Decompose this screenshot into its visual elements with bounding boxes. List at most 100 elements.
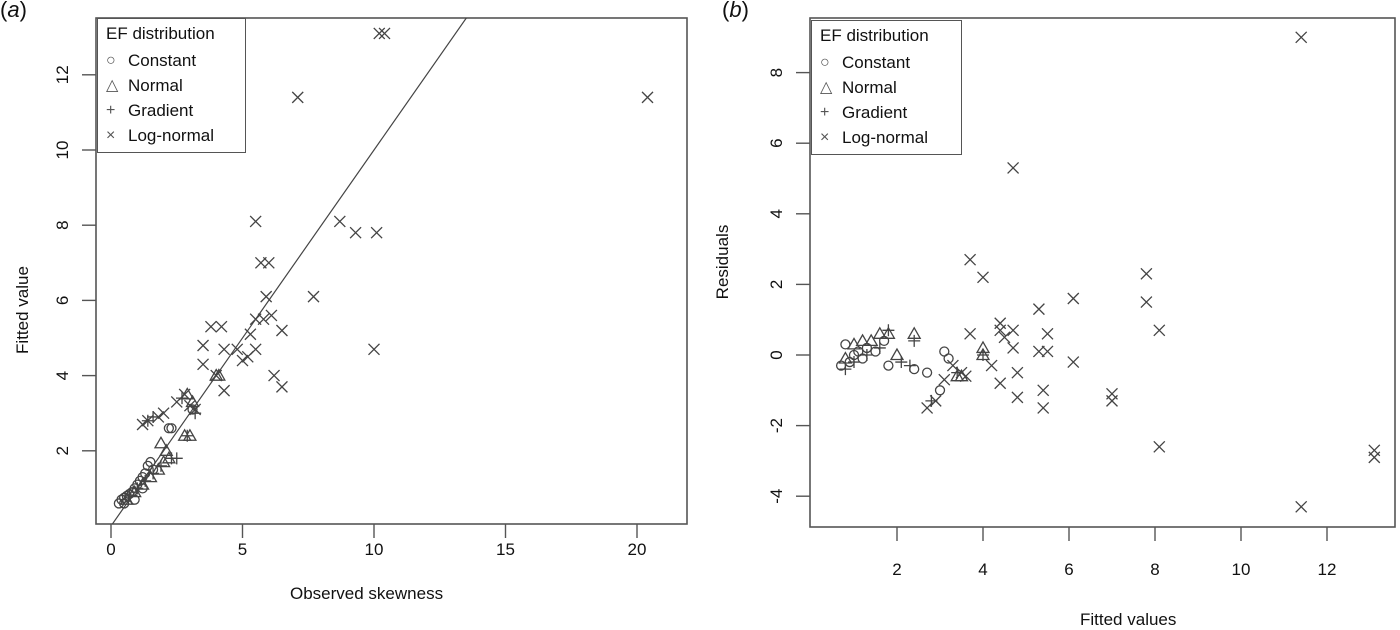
plus-marker (139, 474, 152, 487)
y-tick-label: 4 (53, 371, 72, 380)
legend-label: Constant (128, 51, 197, 70)
circle-marker (943, 353, 954, 364)
circle-icon: ○ (820, 54, 830, 71)
cross-marker (291, 91, 304, 104)
cross-marker (964, 253, 977, 266)
x-tick-label: 6 (1064, 560, 1073, 579)
cross-marker (921, 401, 934, 414)
plus-marker (176, 392, 189, 405)
legend-label: Constant (842, 53, 911, 72)
cross-marker (1140, 296, 1153, 309)
y-tick-label: 6 (767, 138, 786, 147)
plus-marker (839, 363, 852, 376)
cross-marker (215, 320, 228, 333)
cross-marker (197, 339, 210, 352)
cross-marker (1007, 341, 1020, 354)
plus-marker (154, 459, 167, 472)
legend-item-constant: ○ Constant (106, 48, 237, 73)
cross-marker (244, 328, 257, 341)
cross-marker (141, 414, 154, 427)
cross-marker (178, 388, 191, 401)
cross-marker (1007, 161, 1020, 174)
panel-a: (a) 0 5 10 15 20 2 4 6 8 10 12 Observed skewness F… (0, 0, 688, 603)
plot-frame (95, 17, 688, 525)
x-tick-label: 0 (106, 540, 115, 559)
y-axis-title-b: Residuals (713, 224, 732, 300)
y-tick-label: 8 (767, 68, 786, 77)
plus-marker (903, 359, 916, 372)
paren-close: ) (741, 0, 749, 22)
legend-item-log-normal: × Log-normal (820, 125, 953, 150)
legend-item-gradient: + Gradient (106, 98, 237, 123)
scatter-plot-a: 0 5 10 15 20 2 4 6 8 10 12 (53, 17, 688, 559)
plot-frame (809, 17, 1396, 528)
x-tick-label: 20 (628, 540, 647, 559)
cross-marker (994, 377, 1007, 390)
cross-marker (218, 384, 231, 397)
circle-marker (934, 385, 946, 396)
cross-marker (1106, 394, 1118, 407)
panel-label-b: (b) (722, 0, 749, 23)
cross-marker (370, 226, 383, 239)
triangle-marker (881, 326, 896, 339)
cross-marker (1295, 500, 1308, 513)
plus-marker (848, 356, 860, 369)
cross-marker (1067, 356, 1080, 369)
legend-label: Log-normal (128, 126, 214, 145)
legend-item-normal: △ Normal (106, 73, 237, 98)
cross-marker (268, 369, 281, 382)
plus-marker (147, 410, 160, 423)
plus-marker (860, 349, 873, 361)
triangle-marker (864, 333, 879, 347)
legend-title: EF distribution (106, 24, 215, 43)
cross-marker (1041, 327, 1054, 340)
y-tick-label: 10 (53, 141, 72, 160)
circle-marker (187, 404, 198, 415)
plus-marker (977, 349, 989, 361)
cross-marker (249, 343, 262, 356)
data-layer (111, 18, 654, 524)
cross-marker (1368, 451, 1381, 464)
triangle-icon: △ (820, 79, 833, 96)
cross-marker (1007, 324, 1020, 337)
x-tick-label: 12 (1318, 560, 1337, 579)
cross-icon: × (106, 127, 116, 144)
y-tick-label: -2 (767, 418, 786, 433)
cross-marker (152, 411, 165, 423)
cross-marker (197, 358, 210, 371)
cross-icon: × (820, 129, 830, 146)
scatter-plot-b: 2 4 6 8 10 12 -4 -2 0 2 4 6 8 (767, 17, 1396, 579)
y-tick-label: 12 (53, 65, 72, 84)
plus-marker (882, 324, 895, 337)
plus-marker (131, 482, 144, 495)
cross-marker (641, 91, 654, 104)
legend-label: Log-normal (842, 128, 928, 147)
y-tick-label: 6 (53, 296, 72, 305)
cross-marker (260, 290, 273, 303)
cross-marker (183, 399, 196, 412)
plus-marker (147, 467, 160, 480)
y-tick-label: 4 (767, 209, 786, 218)
cross-marker (218, 343, 231, 356)
cross-marker (929, 394, 942, 407)
cross-marker (378, 27, 391, 40)
circle-icon: ○ (106, 52, 116, 69)
cross-marker (998, 331, 1011, 344)
x-tick-label: 5 (238, 540, 247, 559)
triangle-marker (153, 435, 169, 449)
y-tick-label: 2 (767, 280, 786, 289)
cross-marker (157, 407, 170, 420)
cross-marker (210, 369, 223, 382)
cross-marker (1037, 384, 1050, 397)
paren-close: ) (19, 0, 27, 22)
cross-marker (1037, 401, 1050, 414)
paren-open: ( (0, 0, 8, 22)
cross-marker (977, 271, 989, 284)
panel-letter: b (729, 0, 742, 22)
cross-marker (307, 290, 320, 303)
cross-marker (1032, 303, 1045, 316)
x-tick-label: 8 (1150, 560, 1159, 579)
cross-marker (333, 215, 346, 228)
legend-item-normal: △ Normal (820, 75, 953, 100)
plus-marker (170, 452, 183, 465)
